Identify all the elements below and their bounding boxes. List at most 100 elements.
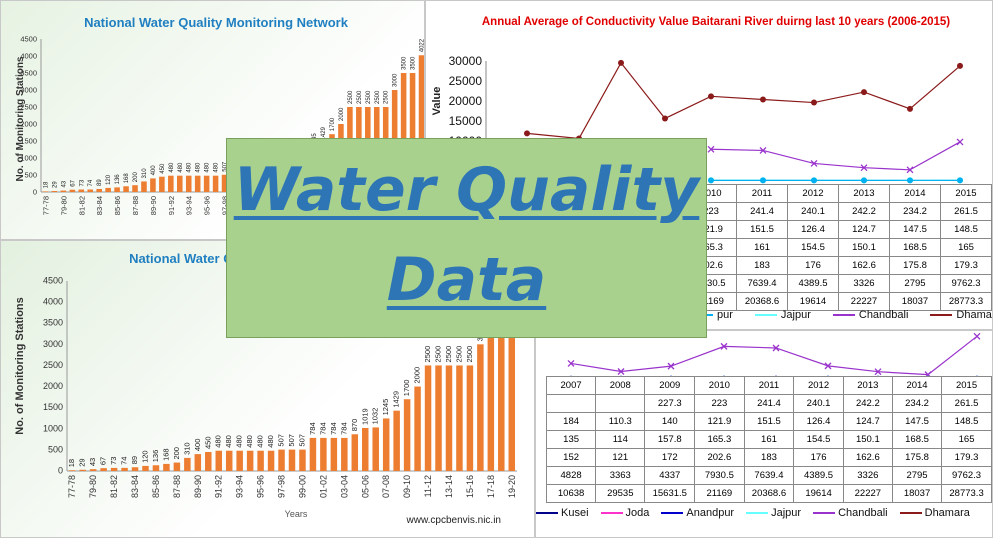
bar-top-ytick-label: 2500 bbox=[20, 103, 37, 112]
bar-bottom-xtick-label: 79-80 bbox=[88, 475, 98, 498]
bar-top-bar-value-label: 3000 bbox=[393, 73, 399, 87]
table-cell: 241.4 bbox=[743, 394, 795, 413]
table-row: 121.9 151.5 126.4 124.7 147.5 148.5 bbox=[685, 220, 992, 239]
bar-top-bar-value-label: 2500 bbox=[375, 90, 381, 104]
bar-top-bar bbox=[150, 178, 156, 192]
bar-bottom-ytick-label: 3500 bbox=[43, 318, 63, 328]
bar-top-ytick-label: 4500 bbox=[20, 35, 37, 44]
bar-bottom-bar bbox=[372, 427, 379, 471]
table-cell: 4389.5 bbox=[787, 274, 839, 293]
bar-bottom-bar-value-label: 1700 bbox=[402, 380, 411, 397]
bar-bottom-bar bbox=[142, 465, 149, 471]
table-row: 223 241.4 240.1 242.2 234.2 261.5 bbox=[685, 202, 992, 221]
bar-top-bar-value-label: 43 bbox=[61, 180, 67, 187]
bar-top-xtick-label: 87-88 bbox=[131, 196, 140, 215]
table-cell: 2013 bbox=[842, 376, 893, 395]
table-cell: 183 bbox=[736, 256, 788, 275]
bar-top-xtick-label: 95-96 bbox=[203, 196, 212, 215]
bar-bottom-xtick-label: 01-02 bbox=[318, 475, 328, 498]
bar-top-bar-value-label: 310 bbox=[142, 168, 148, 179]
table-cell: 22227 bbox=[842, 484, 893, 503]
bar-bottom-xtick-label: 83-84 bbox=[130, 475, 140, 498]
table-row: 184 110.3 140 121.9 151.5 126.4 124.7 147.5 148.… bbox=[545, 412, 992, 431]
bar-bottom-bar bbox=[309, 437, 317, 471]
bar-bottom-bar bbox=[79, 469, 86, 471]
bar-bottom-bar bbox=[508, 301, 516, 471]
bar-top-bar bbox=[69, 189, 76, 192]
bar-top-bar bbox=[221, 174, 228, 192]
table-cell: 2013 bbox=[838, 184, 890, 203]
legend-swatch bbox=[832, 314, 855, 316]
bar-bottom-xtick-label: 77-78 bbox=[67, 475, 77, 498]
table-cell: 150.1 bbox=[838, 238, 890, 257]
bar-top-bar-value-label: 120 bbox=[106, 174, 112, 185]
line-bottom-series-chandbali bbox=[570, 335, 978, 376]
line-top-series-dhamara bbox=[526, 61, 961, 140]
bar-bottom-bar bbox=[89, 469, 97, 471]
bar-bottom-bar bbox=[362, 427, 369, 471]
legend-item: Chandbali bbox=[813, 507, 888, 519]
table-cell: 7639.4 bbox=[736, 274, 788, 293]
bar-bottom-ytick-label: 0 bbox=[58, 466, 63, 476]
bar-top-ytick-label: 0 bbox=[33, 188, 37, 197]
table-cell: 240.1 bbox=[793, 394, 844, 413]
bar-top-xtick-label: 77-78 bbox=[41, 196, 50, 215]
bar-bottom-xtick-label: 11-12 bbox=[423, 475, 433, 497]
table-cell: 261.5 bbox=[940, 202, 992, 221]
legend-swatch bbox=[754, 314, 777, 316]
line-top-point-chandbali bbox=[810, 159, 818, 167]
bar-bottom-bar bbox=[456, 365, 463, 471]
bar-bottom-bar-value-label: 480 bbox=[214, 435, 223, 448]
bar-top-bar-value-label: 136 bbox=[115, 174, 121, 185]
table-cell: 154.5 bbox=[787, 238, 839, 257]
table-cell: 126.4 bbox=[787, 220, 839, 239]
bar-bottom-xtick-label: 05-06 bbox=[360, 475, 370, 498]
bar-bottom-ytick-label: 4500 bbox=[43, 276, 63, 286]
table-cell: 168.5 bbox=[889, 238, 941, 257]
bar-top-bar bbox=[159, 176, 165, 192]
bar-bottom-bar bbox=[445, 365, 453, 471]
line-top-point-dhamara bbox=[811, 99, 817, 106]
legend-item: Dhamara bbox=[930, 309, 992, 321]
bar-bottom-bar-value-label: 67 bbox=[99, 457, 108, 465]
bar-bottom-bar-value-label: 74 bbox=[120, 457, 129, 465]
bar-bottom-bar-value-label: 29 bbox=[78, 458, 87, 466]
table-cell: 2014 bbox=[889, 184, 941, 203]
bar-top-bar-value-label: 168 bbox=[124, 173, 130, 184]
line-top-point-chandbali bbox=[860, 164, 868, 172]
bar-top-bar-value-label: 74 bbox=[88, 179, 94, 186]
table-cell: 2011 bbox=[743, 376, 795, 395]
legend-item: Joda bbox=[600, 507, 649, 519]
bar-top-bar bbox=[185, 175, 192, 192]
line-chart-top-ylabel: Value bbox=[431, 87, 443, 116]
table-cell: 179.3 bbox=[941, 448, 992, 467]
table-row: 165.3 161 154.5 150.1 168.5 165 bbox=[685, 238, 992, 257]
line-bottom-point-chandbali bbox=[824, 362, 832, 370]
bar-bottom-bar-value-label: 2000 bbox=[413, 367, 422, 384]
table-cell: 18037 bbox=[889, 292, 941, 311]
table-cell: 165.3 bbox=[694, 430, 745, 449]
bar-bottom-xtick-label: 97-98 bbox=[277, 475, 287, 498]
table-cell: 3326 bbox=[838, 274, 890, 293]
bar-top-xtick-label: 89-90 bbox=[149, 196, 158, 215]
bar-bottom-bar-value-label: 450 bbox=[203, 436, 212, 449]
bar-bottom-bar bbox=[424, 365, 432, 471]
bar-bottom-xtick-label: 93-94 bbox=[235, 475, 245, 498]
table-cell: 227.3 bbox=[644, 394, 696, 413]
bar-bottom-bar bbox=[477, 344, 484, 471]
bar-top-ytick-label: 3000 bbox=[20, 86, 37, 95]
bar-bottom-xtick-label: 17-18 bbox=[486, 475, 496, 498]
bar-bottom-xtick-label: 03-04 bbox=[339, 475, 349, 498]
table-cell: 135 bbox=[545, 430, 597, 449]
banner-title-line-1: Water Quality bbox=[233, 155, 700, 225]
table-cell: 22227 bbox=[838, 292, 890, 311]
bar-top-bar-value-label: 480 bbox=[214, 162, 220, 173]
table-cell: 184 bbox=[545, 412, 597, 431]
table-cell: 176 bbox=[793, 448, 844, 467]
line-bottom-point-chandbali bbox=[772, 344, 780, 352]
bar-top-bar-value-label: 3500 bbox=[411, 56, 417, 70]
table-cell: 121.9 bbox=[694, 412, 745, 431]
bar-bottom-bar-value-label: 480 bbox=[235, 435, 244, 448]
line-top-point-pur bbox=[861, 177, 867, 184]
table-cell: 151.5 bbox=[736, 220, 788, 239]
